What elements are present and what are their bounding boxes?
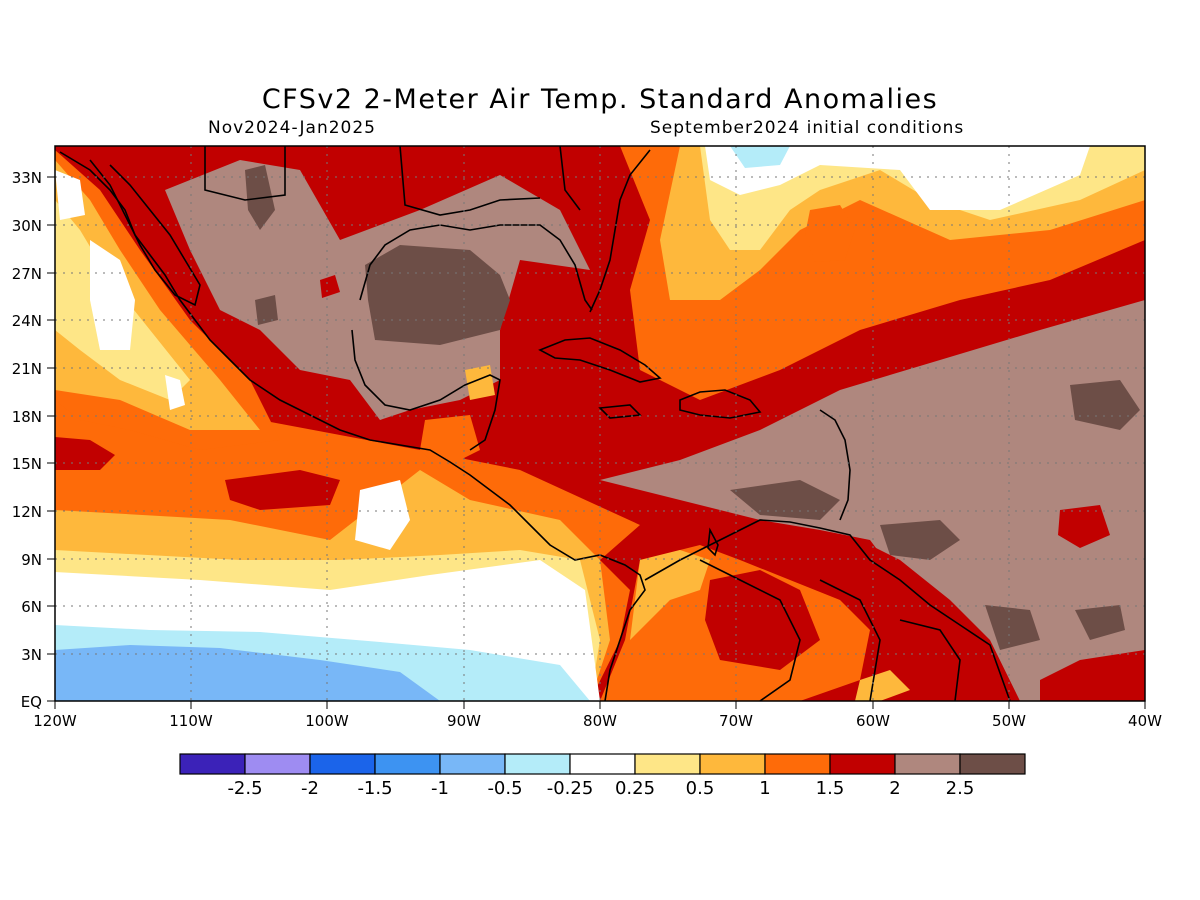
colorbar-label: 1.5 xyxy=(816,778,845,799)
x-tick-label: 80W xyxy=(583,712,617,730)
colorbar-label: -1.5 xyxy=(357,778,392,799)
y-tick-label: 27N xyxy=(12,265,42,283)
y-tick-label: 30N xyxy=(12,217,42,235)
x-tick-label: 110W xyxy=(169,712,213,730)
forecast-period: Nov2024-Jan2025 xyxy=(208,118,376,138)
x-tick-label: 100W xyxy=(305,712,349,730)
x-tick-label: 70W xyxy=(719,712,753,730)
y-tick-label: 18N xyxy=(12,408,42,426)
map-title: CFSv2 2-Meter Air Temp. Standard Anomali… xyxy=(261,84,939,115)
y-tick-label: 15N xyxy=(12,455,42,473)
colorbar-label: 2 xyxy=(889,778,900,799)
colorbar-swatch xyxy=(244,753,311,775)
colorbar-swatch xyxy=(634,753,701,775)
colorbar-swatch xyxy=(179,753,246,775)
colorbar-label: 1 xyxy=(759,778,770,799)
colorbar-label: -0.5 xyxy=(487,778,522,799)
colorbar-swatch xyxy=(699,753,766,775)
y-axis-ticks xyxy=(47,176,55,702)
x-tick-label: 40W xyxy=(1128,712,1162,730)
colorbar-swatch xyxy=(374,753,441,775)
y-tick-label: 9N xyxy=(21,551,42,569)
y-tick-label: 3N xyxy=(21,646,42,664)
anomaly-field xyxy=(55,146,1145,701)
colorbar-label: -0.25 xyxy=(547,778,594,799)
colorbar-label: 0.5 xyxy=(686,778,715,799)
y-axis-labels: EQ 3N 6N 9N 12N 15N 18N 21N 24N 27N 30N … xyxy=(12,169,42,711)
x-axis-labels: 120W 110W 100W 90W 80W 70W 60W 50W 40W xyxy=(33,712,1162,730)
colorbar-swatch xyxy=(439,753,506,775)
colorbar-swatch xyxy=(829,753,896,775)
y-tick-label: 6N xyxy=(21,598,42,616)
colorbar-swatch xyxy=(504,753,571,775)
colorbar-swatch xyxy=(764,753,831,775)
colorbar-label: -1 xyxy=(431,778,449,799)
y-tick-label: EQ xyxy=(21,693,42,711)
grid-lines xyxy=(55,146,1145,701)
y-tick-label: 12N xyxy=(12,503,42,521)
y-tick-label: 21N xyxy=(12,360,42,378)
colorbar-label: -2.5 xyxy=(227,778,262,799)
colorbar-label: -2 xyxy=(301,778,319,799)
colorbar-swatch xyxy=(569,753,636,775)
colorbar-label: 2.5 xyxy=(946,778,975,799)
y-tick-label: 24N xyxy=(12,312,42,330)
colorbar-swatch xyxy=(894,753,961,775)
colorbar: -2.5 -2 -1.5 -1 -0.5 -0.25 0.25 0.5 1 1.5 2 2.5 xyxy=(179,753,1026,799)
colorbar-swatch xyxy=(309,753,376,775)
x-tick-label: 60W xyxy=(856,712,890,730)
colorbar-label: 0.25 xyxy=(615,778,655,799)
colorbar-swatch xyxy=(959,753,1026,775)
x-tick-label: 50W xyxy=(992,712,1026,730)
y-tick-label: 33N xyxy=(12,169,42,187)
initial-conditions: September2024 initial conditions xyxy=(650,118,965,138)
x-tick-label: 90W xyxy=(447,712,481,730)
x-tick-label: 120W xyxy=(33,712,77,730)
x-axis-ticks xyxy=(54,701,1146,709)
